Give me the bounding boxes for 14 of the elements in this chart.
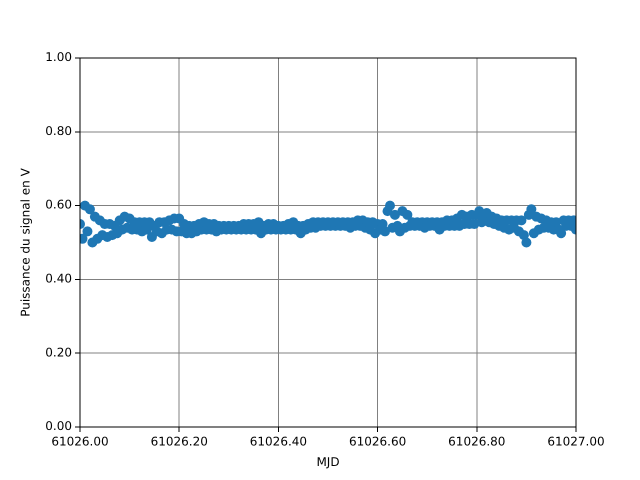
y-axis-title: Puissance du signal en V	[18, 167, 32, 317]
x-tick-label: 61026.80	[448, 434, 506, 448]
y-tick-label: 0.80	[45, 124, 72, 138]
x-tick-label: 61026.20	[150, 434, 208, 448]
y-tick-label: 1.00	[45, 50, 72, 64]
x-tick-label: 61026.60	[348, 434, 406, 448]
x-tick-label: 61026.00	[51, 434, 109, 448]
x-tick-label: 61026.40	[250, 434, 308, 448]
y-tick-label: 0.60	[45, 198, 72, 212]
y-tick-label: 0.00	[45, 419, 72, 434]
y-tick-label: 0.20	[45, 345, 72, 360]
x-tick-label: 61027.00	[547, 434, 605, 448]
x-axis-title: MJD	[316, 454, 340, 469]
y-tick-label: 0.40	[45, 272, 72, 286]
